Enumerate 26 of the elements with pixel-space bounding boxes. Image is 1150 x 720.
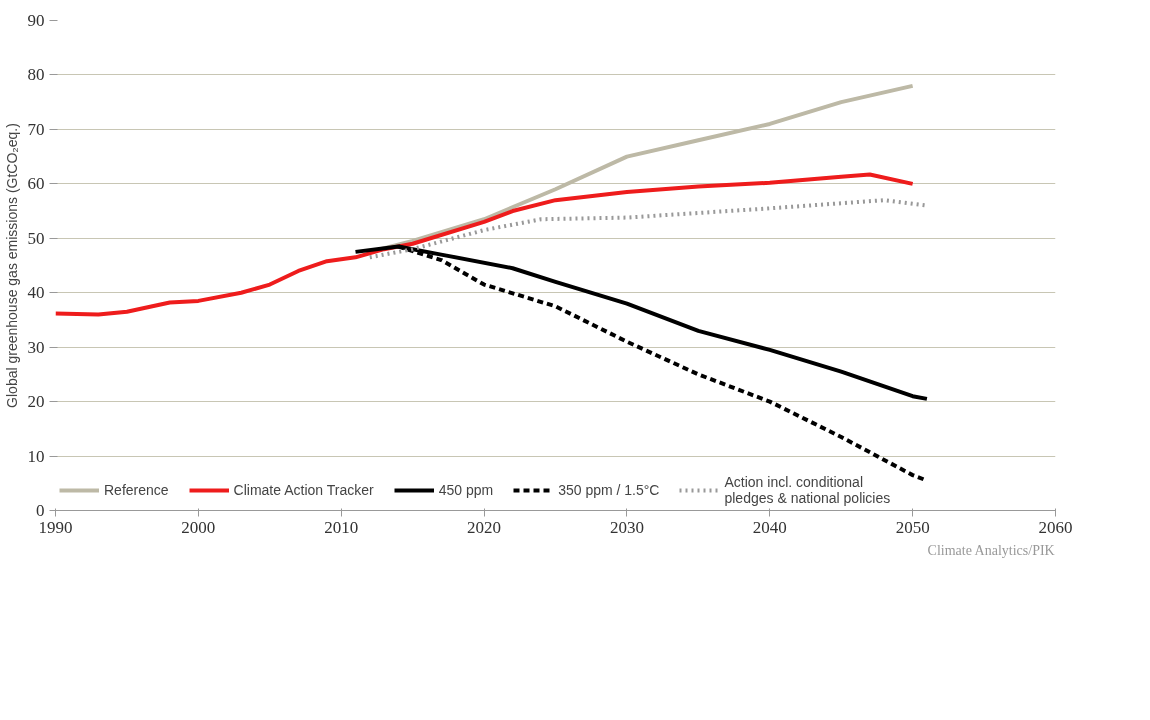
y-tick-label: 10 bbox=[27, 446, 45, 466]
x-tick-label: 2060 bbox=[1038, 517, 1073, 537]
y-axis-title: Global greenhouse gas emissions (GtCO₂eq.) bbox=[3, 123, 20, 408]
x-tick-label: 1990 bbox=[38, 517, 73, 537]
y-tick-label: 20 bbox=[27, 392, 45, 412]
legend-label: Action incl. conditional pledges & national policies bbox=[724, 474, 891, 506]
legend-label: 450 ppm bbox=[438, 481, 494, 499]
legend-label: Climate Action Tracker bbox=[233, 481, 374, 499]
y-tick-label: 0 bbox=[36, 501, 45, 520]
line-series bbox=[55, 172, 915, 317]
text: Climate Analytics/PIK bbox=[927, 542, 1055, 558]
x-tick-label: 2050 bbox=[895, 517, 930, 537]
x-tick-label: 2010 bbox=[324, 517, 359, 537]
legend-label: Reference bbox=[104, 481, 169, 499]
x-tick-label: 2040 bbox=[752, 517, 787, 537]
y-tick-label: 80 bbox=[27, 65, 45, 85]
x-tick-label: 2000 bbox=[181, 517, 216, 537]
y-tick-label: 30 bbox=[27, 337, 45, 357]
x-tick-label: 2020 bbox=[467, 517, 502, 537]
y-tick-label: 70 bbox=[27, 119, 45, 139]
y-tick-label: 90 bbox=[27, 11, 45, 30]
legend-label: 350 ppm / 1.5°C bbox=[558, 481, 660, 499]
x-tick-label: 2030 bbox=[609, 517, 644, 537]
y-tick-label: 60 bbox=[27, 174, 45, 194]
y-tick-label: 40 bbox=[27, 283, 45, 303]
y-tick-label: 50 bbox=[27, 228, 45, 248]
